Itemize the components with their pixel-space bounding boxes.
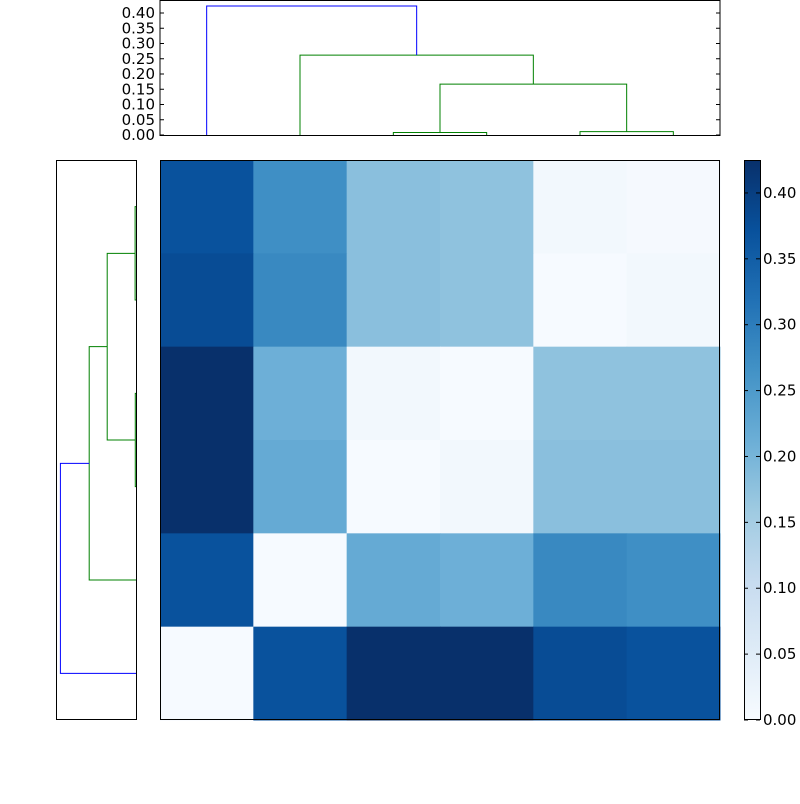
heatmap-cell — [440, 253, 534, 348]
heatmap-cell — [253, 160, 348, 254]
y-tick-label: 0.35 — [122, 19, 155, 37]
dendrogram-link — [59, 462, 136, 674]
heatmap-cell — [626, 440, 721, 534]
top-dendrogram — [206, 5, 674, 135]
heatmap-cell — [160, 346, 254, 441]
heatmap-cell — [626, 160, 721, 254]
heatmap-cell — [626, 253, 721, 348]
heatmap-cell — [440, 440, 534, 534]
heatmap-cell — [253, 346, 348, 441]
colorbar-tick-label: 0.40 — [763, 184, 796, 202]
colorbar-tick-label: 0.35 — [763, 250, 796, 268]
heatmap-cell — [533, 440, 628, 534]
heatmap-cell — [440, 346, 534, 441]
heatmap-cell — [346, 253, 441, 348]
heatmap-cell — [253, 253, 348, 348]
y-tick-label: 0.00 — [122, 126, 155, 144]
heatmap-cell — [253, 440, 348, 534]
y-tick-label: 0.10 — [122, 96, 155, 114]
y-tick-label: 0.20 — [122, 65, 155, 83]
heatmap-frame — [160, 160, 720, 720]
colorbar-tick-label: 0.30 — [763, 316, 796, 334]
heatmap-cell — [346, 533, 441, 628]
heatmap-cell — [346, 440, 441, 534]
top-dendrogram-y-axis: 0.000.050.100.150.200.250.300.350.40 — [122, 4, 720, 144]
colorbar — [744, 160, 761, 720]
dendrogram-link — [206, 5, 418, 135]
heatmap-cell — [533, 160, 628, 254]
heatmap-cell — [533, 346, 628, 441]
left-dendrogram — [59, 206, 136, 674]
heatmap-cell — [160, 160, 254, 254]
heatmap-cell — [160, 440, 254, 534]
y-tick-label: 0.05 — [122, 111, 155, 129]
heatmap-cell — [160, 253, 254, 348]
heatmap-cell — [626, 346, 721, 441]
heatmap-cell — [440, 626, 534, 721]
heatmap-cell — [440, 160, 534, 254]
y-tick-label: 0.30 — [122, 35, 155, 53]
left-dendrogram-frame — [56, 160, 137, 720]
heatmap-cell — [346, 346, 441, 441]
colorbar-tick-label: 0.15 — [763, 513, 796, 531]
heatmap-cell — [533, 253, 628, 348]
colorbar-tick-label: 0.20 — [763, 447, 796, 465]
heatmap-cell — [253, 626, 348, 721]
heatmap-cell — [160, 533, 254, 628]
heatmap-cell — [440, 533, 534, 628]
heatmap-grid — [160, 160, 721, 721]
heatmap-cell — [626, 533, 721, 628]
heatmap-cell — [346, 160, 441, 254]
heatmap-cell — [346, 626, 441, 721]
colorbar-axis: 0.00 0.05 0.10 0.15 0.20 0.25 0.30 0.35 0.40 — [744, 184, 796, 729]
y-tick-label: 0.25 — [122, 50, 155, 68]
colorbar-tick-label: 0.25 — [763, 382, 796, 400]
heatmap-cell — [533, 533, 628, 628]
top-dendrogram-frame — [159, 0, 721, 136]
heatmap-cell — [160, 626, 254, 721]
colorbar-tick-label: 0.10 — [763, 579, 796, 597]
y-tick-label: 0.40 — [122, 4, 155, 22]
heatmap-cell — [626, 626, 721, 721]
colorbar-tick-label: 0.05 — [763, 645, 796, 663]
heatmap-cell — [533, 626, 628, 721]
heatmap-cell — [253, 533, 348, 628]
colorbar-tick-label: 0.00 — [763, 711, 796, 729]
y-tick-label: 0.15 — [122, 80, 155, 98]
